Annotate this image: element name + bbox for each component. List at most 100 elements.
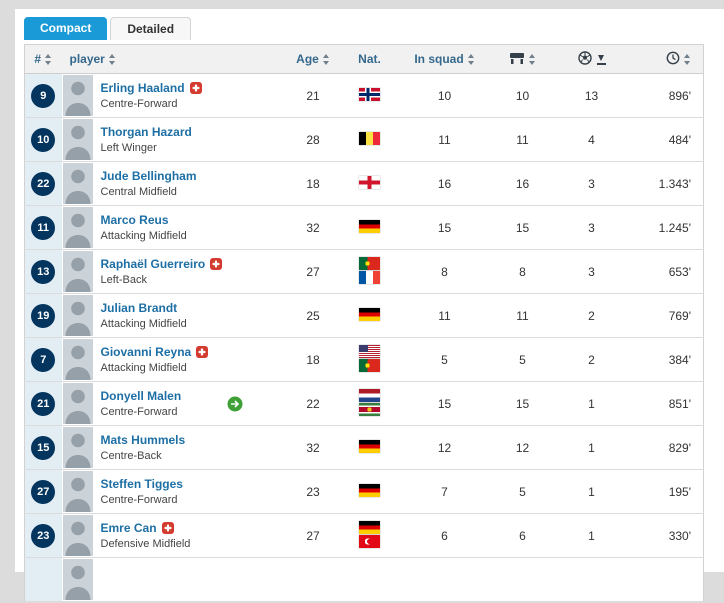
col-header-age[interactable]: Age [286, 44, 340, 74]
shirt-number-cell: 23 [24, 513, 62, 558]
table-row [24, 557, 704, 602]
shirt-number-badge: 10 [31, 127, 56, 152]
table-row: 21 Donyell Malen Centre-Forward [24, 381, 704, 426]
player-position: Central Midfield [100, 185, 177, 198]
goals-cell: 1 [555, 425, 628, 470]
shirt-number-badge: 9 [31, 83, 56, 108]
player-name-link[interactable]: Marco Reus [100, 212, 169, 227]
player-name-link[interactable]: Julian Brandt [100, 300, 178, 315]
shirt-number-badge: 23 [31, 523, 56, 548]
goals-cell: 1 [555, 513, 628, 558]
sort-icon [684, 53, 691, 65]
nationality-cell [339, 513, 400, 558]
col-header-minutes[interactable] [627, 44, 704, 74]
player-position: Centre-Forward [100, 405, 178, 418]
goals-cell: 1 [555, 381, 628, 426]
player-photo[interactable] [62, 339, 93, 380]
tab-compact[interactable]: Compact [24, 17, 108, 40]
age-cell: 22 [286, 381, 340, 426]
player-position: Attacking Midfield [100, 317, 187, 330]
col-header-goals[interactable] [555, 44, 628, 74]
player-name-link[interactable]: Donyell Malen [100, 388, 182, 403]
nationality-cell [339, 161, 400, 206]
belgium-flag [359, 131, 380, 145]
injury-icon [161, 522, 174, 534]
minutes-cell: 851' [627, 381, 704, 426]
age-cell: 32 [286, 205, 340, 250]
player-photo[interactable] [62, 207, 93, 248]
minutes-cell: 1.343' [627, 161, 704, 206]
usa-flag [359, 344, 380, 358]
norway-flag [359, 87, 380, 101]
player-name-link[interactable]: Thorgan Hazard [100, 124, 192, 139]
player-photo[interactable] [62, 251, 93, 292]
player-photo[interactable] [62, 471, 93, 512]
germany-flag [359, 219, 380, 233]
portugal-flag [359, 358, 380, 372]
col-header-appearances[interactable] [489, 44, 556, 74]
shirt-number-cell: 10 [24, 117, 62, 162]
table-row: 7 Giovanni Reyna Attacking Midfield [24, 337, 704, 382]
appearances-cell: 10 [489, 73, 556, 118]
portugal-flag [359, 256, 380, 270]
player-name-link[interactable]: Raphaël Guerreiro [100, 256, 206, 271]
injury-icon [210, 258, 223, 270]
player-name-link[interactable]: Erling Haaland [100, 80, 185, 95]
player-cell: Emre Can Defensive Midfield [61, 513, 287, 558]
minutes-cell: 330' [627, 513, 704, 558]
player-name-link[interactable]: Emre Can [100, 520, 157, 535]
player-photo[interactable] [62, 163, 93, 204]
col-header-nationality[interactable]: Nat. [339, 44, 400, 74]
player-photo[interactable] [62, 75, 93, 116]
col-label-nationality: Nat. [358, 52, 381, 66]
player-cell: Erling Haaland Centre-Forward [61, 73, 287, 118]
sort-icon [529, 53, 536, 65]
player-name-link[interactable]: Giovanni Reyna [100, 344, 192, 359]
player-photo[interactable] [62, 383, 93, 424]
minutes-cell: 484' [627, 117, 704, 162]
in-squad-cell: 7 [399, 469, 490, 514]
age-cell: 18 [286, 337, 340, 382]
player-name-link[interactable]: Mats Hummels [100, 432, 186, 447]
player-photo[interactable] [62, 515, 93, 556]
age-cell: 32 [286, 425, 340, 470]
player-cell: Giovanni Reyna Attacking Midfield [61, 337, 287, 382]
shirt-number-badge: 7 [31, 347, 56, 372]
appearances-cell [489, 557, 556, 602]
player-cell: Steffen Tigges Centre-Forward [61, 469, 287, 514]
player-name-link[interactable]: Jude Bellingham [100, 168, 197, 183]
col-label-age: Age [296, 52, 319, 66]
tab-detailed[interactable]: Detailed [110, 17, 192, 40]
age-cell: 18 [286, 161, 340, 206]
col-header-player[interactable]: player [61, 44, 287, 74]
shirt-number-cell: 21 [24, 381, 62, 426]
player-cell: Raphaël Guerreiro Left-Back [61, 249, 287, 294]
player-name-link[interactable]: Steffen Tigges [100, 476, 183, 491]
nationality-cell [339, 337, 400, 382]
player-cell: Donyell Malen Centre-Forward [61, 381, 287, 426]
appearances-cell: 15 [489, 381, 556, 426]
age-cell [286, 557, 340, 602]
shirt-number-cell: 9 [24, 73, 62, 118]
player-photo[interactable] [62, 559, 93, 600]
appearances-cell: 16 [489, 161, 556, 206]
col-header-in-squad[interactable]: In squad [399, 44, 490, 74]
nationality-cell [339, 381, 400, 426]
nationality-cell [339, 469, 400, 514]
sort-icon [108, 54, 116, 66]
player-photo[interactable] [62, 119, 93, 160]
minutes-cell: 653' [627, 249, 704, 294]
minutes-cell: 829' [627, 425, 704, 470]
player-photo[interactable] [62, 427, 93, 468]
age-cell: 23 [286, 469, 340, 514]
col-header-number[interactable]: # [24, 44, 62, 74]
appearances-cell: 8 [489, 249, 556, 294]
player-cell: Thorgan Hazard Left Winger [61, 117, 287, 162]
germany-flag [359, 439, 380, 453]
shirt-number-badge: 15 [31, 435, 56, 460]
sort-icon [467, 54, 475, 66]
shirt-number-cell [24, 557, 62, 602]
minutes-cell: 769' [627, 293, 704, 338]
injury-icon [196, 346, 209, 358]
player-photo[interactable] [62, 295, 93, 336]
